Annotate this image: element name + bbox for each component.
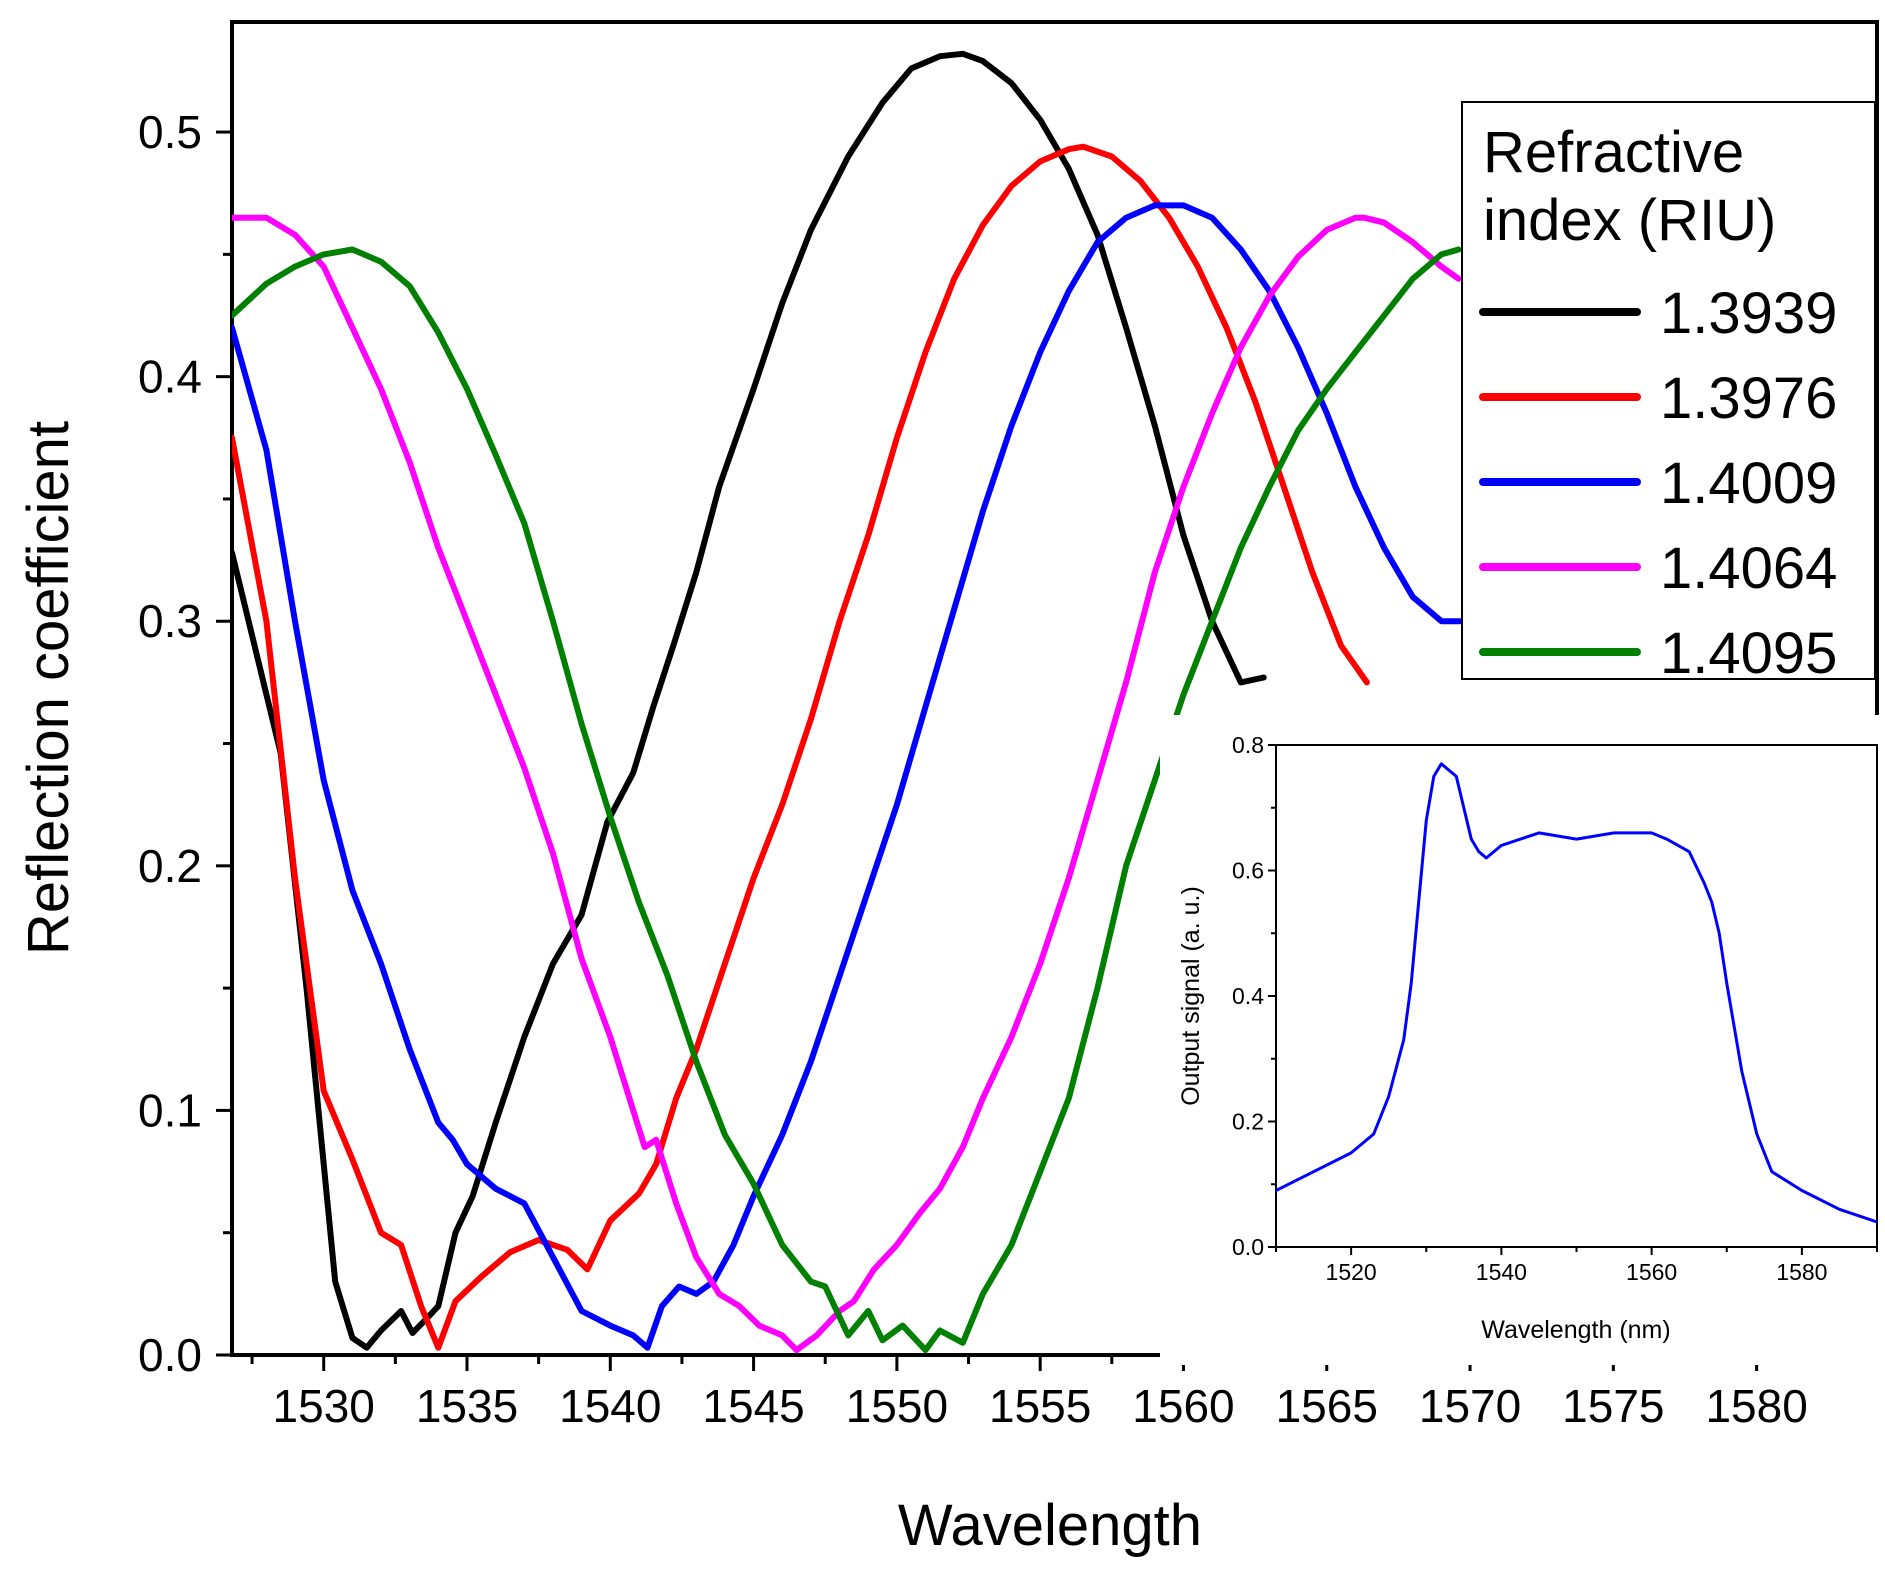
inset-y-tick-label: 0.0 bbox=[1232, 1234, 1264, 1260]
inset-y-axis-title: Output signal (a. u.) bbox=[1177, 886, 1205, 1106]
main-x-tick-label: 1540 bbox=[559, 1380, 661, 1432]
main-x-tick-label: 1545 bbox=[702, 1380, 804, 1432]
main-x-tick-label: 1570 bbox=[1419, 1380, 1521, 1432]
main-y-tick-label: 0.1 bbox=[138, 1084, 202, 1136]
inset-x-axis-ticks: 1520 1540 1560 1580 bbox=[1275, 1247, 1878, 1285]
main-series-group bbox=[232, 50, 1465, 1354]
main-y-tick-label: 0.2 bbox=[138, 840, 202, 892]
legend-title-line-2: index (RIU) bbox=[1483, 188, 1776, 253]
inset-x-axis-title: Wavelength (nm) bbox=[1481, 1316, 1670, 1344]
inset-y-axis-ticks: 0.0 0.2 0.4 0.6 0.8 bbox=[1232, 732, 1276, 1260]
main-y-axis-ticks: 0.0 0.1 0.2 0.3 0.4 0.5 bbox=[138, 106, 232, 1381]
inset-x-tick-label: 1560 bbox=[1626, 1259, 1677, 1285]
main-series-line-1-4095 bbox=[232, 246, 1462, 1354]
inset-x-tick-label: 1540 bbox=[1476, 1259, 1527, 1285]
legend: Refractive index (RIU) 1.3939 1.3976 1.400… bbox=[1461, 101, 1876, 686]
main-series-line-1-4009 bbox=[232, 202, 1465, 1351]
legend-label-1-3976: 1.3976 bbox=[1660, 366, 1837, 431]
main-y-tick-label: 0.4 bbox=[138, 351, 202, 403]
main-x-tick-label: 1555 bbox=[989, 1380, 1091, 1432]
legend-label-1-3939: 1.3939 bbox=[1660, 281, 1837, 346]
main-y-tick-label: 0.0 bbox=[138, 1329, 202, 1381]
inset-y-tick-label: 0.8 bbox=[1232, 732, 1264, 758]
main-y-tick-label: 0.5 bbox=[138, 106, 202, 158]
legend-box bbox=[1461, 101, 1876, 680]
main-x-tick-label: 1575 bbox=[1562, 1380, 1664, 1432]
inset-y-tick-label: 0.6 bbox=[1232, 858, 1264, 884]
inset-y-tick-label: 0.2 bbox=[1232, 1109, 1264, 1135]
main-x-tick-label: 1565 bbox=[1276, 1380, 1378, 1432]
main-x-axis-ticks: 1530 1535 1540 1545 1550 1555 1560 1565 1570 1575… bbox=[250, 1355, 1830, 1432]
main-series-line-1-3939 bbox=[232, 50, 1267, 1351]
inset-series-line-output-signal bbox=[1276, 762, 1877, 1224]
inset-chart: 1520 1540 1560 1580 0.0 0.2 0.4 0.6 0.8 Wavelen… bbox=[1160, 715, 1885, 1365]
inset-y-tick-label: 0.4 bbox=[1232, 983, 1264, 1009]
main-x-tick-label: 1530 bbox=[273, 1380, 375, 1432]
main-x-tick-label: 1535 bbox=[416, 1380, 518, 1432]
legend-title-line-1: Refractive bbox=[1483, 120, 1744, 185]
main-x-tick-label: 1580 bbox=[1705, 1380, 1807, 1432]
legend-label-1-4095: 1.4095 bbox=[1660, 621, 1837, 686]
inset-series-group bbox=[1276, 762, 1877, 1224]
inset-x-tick-label: 1580 bbox=[1776, 1259, 1827, 1285]
main-series-line-1-3976 bbox=[232, 143, 1370, 1351]
inset-x-tick-label: 1520 bbox=[1326, 1259, 1377, 1285]
legend-label-1-4009: 1.4009 bbox=[1660, 451, 1837, 516]
main-y-axis-title: Reflection coefficient bbox=[16, 421, 81, 955]
main-x-tick-label: 1550 bbox=[846, 1380, 948, 1432]
legend-items: 1.3939 1.3976 1.4009 1.4064 1.4095 bbox=[1479, 281, 1837, 686]
main-x-tick-label: 1560 bbox=[1132, 1380, 1234, 1432]
inset-background bbox=[1160, 715, 1885, 1365]
main-x-axis-title: Wavelength bbox=[898, 1493, 1202, 1558]
legend-label-1-4064: 1.4064 bbox=[1660, 536, 1837, 601]
main-plot-area bbox=[230, 20, 1879, 1357]
main-y-tick-label: 0.3 bbox=[138, 595, 202, 647]
